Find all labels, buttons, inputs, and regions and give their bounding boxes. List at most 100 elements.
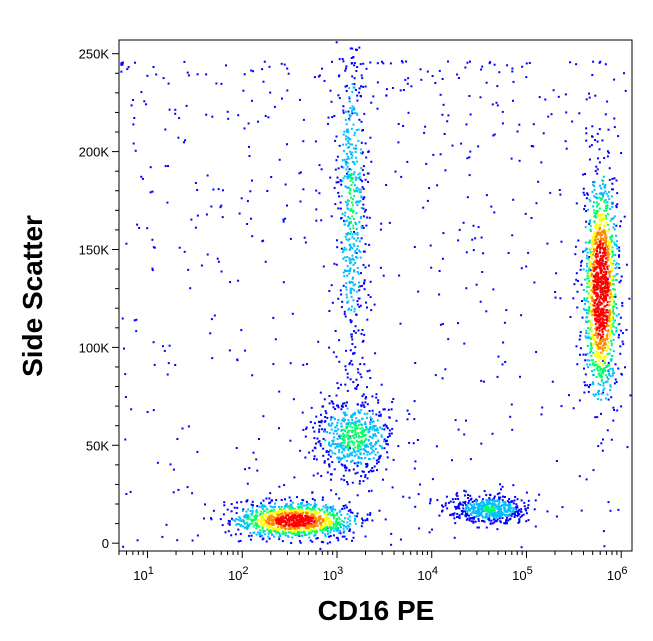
event-point bbox=[600, 262, 603, 265]
event-point bbox=[358, 412, 361, 415]
event-point bbox=[291, 522, 294, 525]
event-point bbox=[456, 515, 459, 518]
event-point bbox=[605, 322, 608, 325]
event-point bbox=[585, 320, 588, 323]
event-point bbox=[541, 406, 544, 409]
event-point bbox=[305, 511, 307, 514]
event-point bbox=[603, 369, 606, 372]
event-point bbox=[343, 419, 346, 421]
event-point bbox=[592, 374, 595, 377]
event-point bbox=[465, 287, 468, 290]
event-point bbox=[612, 282, 615, 285]
event-point bbox=[285, 503, 287, 506]
event-point bbox=[311, 449, 314, 452]
event-point bbox=[493, 133, 496, 136]
event-point bbox=[261, 504, 264, 507]
event-point bbox=[477, 518, 480, 520]
event-point bbox=[601, 368, 604, 371]
event-point bbox=[335, 524, 338, 527]
event-point bbox=[348, 363, 351, 366]
event-point bbox=[594, 196, 597, 199]
event-point bbox=[618, 249, 621, 252]
event-point bbox=[346, 521, 349, 524]
event-point bbox=[349, 179, 352, 182]
event-point bbox=[329, 418, 332, 421]
event-point bbox=[601, 139, 604, 142]
event-point bbox=[326, 507, 329, 510]
event-point bbox=[527, 251, 530, 254]
event-point bbox=[328, 521, 330, 524]
event-point bbox=[261, 527, 264, 529]
event-point bbox=[374, 434, 377, 437]
event-point bbox=[255, 515, 258, 518]
event-point bbox=[355, 387, 358, 390]
event-point bbox=[343, 223, 346, 226]
event-point bbox=[205, 213, 208, 216]
event-point bbox=[466, 504, 469, 507]
event-point bbox=[296, 496, 298, 499]
event-point bbox=[598, 215, 601, 218]
event-point bbox=[310, 528, 313, 531]
event-point bbox=[283, 526, 286, 529]
event-point bbox=[336, 438, 339, 440]
event-point bbox=[262, 499, 265, 502]
event-point bbox=[488, 62, 491, 65]
event-point bbox=[252, 519, 255, 521]
event-point bbox=[346, 506, 348, 509]
event-point bbox=[264, 260, 267, 263]
event-point bbox=[380, 383, 383, 386]
event-point bbox=[454, 498, 457, 500]
event-point bbox=[228, 349, 231, 352]
event-point bbox=[279, 516, 282, 519]
event-point bbox=[609, 384, 612, 387]
event-point bbox=[462, 510, 465, 513]
event-point bbox=[599, 226, 602, 229]
event-point bbox=[340, 183, 343, 186]
event-point bbox=[299, 541, 302, 544]
event-point bbox=[306, 521, 309, 524]
event-point bbox=[505, 309, 508, 312]
event-point bbox=[355, 425, 358, 428]
event-point bbox=[292, 527, 295, 530]
event-point bbox=[343, 436, 346, 439]
event-point bbox=[349, 188, 352, 191]
event-point bbox=[335, 529, 338, 532]
event-point bbox=[604, 287, 607, 290]
event-point bbox=[129, 490, 132, 493]
event-point bbox=[348, 429, 351, 432]
event-point bbox=[376, 107, 379, 110]
event-point bbox=[597, 347, 600, 350]
event-point bbox=[342, 434, 345, 437]
event-point bbox=[301, 525, 304, 528]
event-point bbox=[606, 333, 609, 336]
event-point bbox=[296, 512, 299, 515]
event-point bbox=[318, 440, 321, 443]
event-point bbox=[348, 272, 351, 275]
event-point bbox=[608, 178, 611, 181]
event-point bbox=[315, 513, 318, 516]
event-point bbox=[606, 319, 608, 322]
event-point bbox=[349, 287, 352, 290]
event-point bbox=[326, 471, 329, 474]
event-point bbox=[498, 514, 501, 517]
event-point bbox=[313, 502, 316, 505]
event-point bbox=[593, 188, 596, 191]
event-point bbox=[486, 516, 489, 519]
event-point bbox=[488, 519, 491, 522]
event-point bbox=[614, 319, 616, 322]
event-point bbox=[273, 105, 276, 108]
event-point bbox=[261, 525, 264, 528]
event-point bbox=[368, 243, 371, 246]
event-point bbox=[607, 228, 610, 231]
event-point bbox=[268, 502, 271, 505]
event-point bbox=[600, 328, 603, 331]
event-point bbox=[497, 503, 500, 506]
event-point bbox=[607, 501, 610, 504]
event-point bbox=[456, 512, 459, 515]
event-point bbox=[328, 290, 331, 292]
event-point bbox=[314, 509, 317, 512]
event-point bbox=[347, 224, 350, 226]
event-point bbox=[347, 441, 350, 444]
event-point bbox=[379, 414, 382, 417]
event-point bbox=[579, 353, 581, 356]
